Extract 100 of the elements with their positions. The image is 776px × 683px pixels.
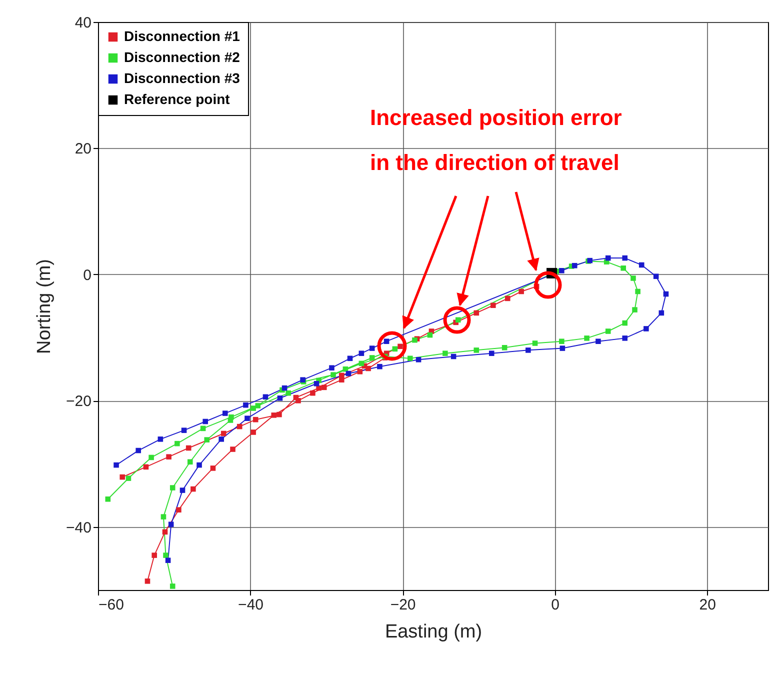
point [210,466,216,471]
point [632,307,638,312]
point [630,276,636,281]
point [181,428,187,433]
point [635,288,640,294]
point [126,476,132,481]
point [276,412,282,418]
point [163,552,168,558]
point [321,384,327,390]
point [158,436,164,442]
point [620,265,626,271]
point [196,462,202,468]
point [168,522,174,528]
point [144,578,150,584]
y-tick-label: −40 [66,519,92,536]
point [330,372,336,378]
point [202,418,208,424]
point [120,474,126,480]
x-tick-label: −60 [98,596,124,614]
point [277,395,283,401]
y-tick-label: 40 [74,14,92,32]
point [230,446,236,452]
point [622,255,628,261]
point [250,406,256,411]
point [644,326,649,332]
point [532,340,538,346]
point [170,485,176,490]
point [204,437,210,442]
point [255,403,261,408]
point [526,348,531,353]
point [638,262,644,268]
point [488,350,494,356]
point [560,346,566,351]
point [228,414,234,420]
point [170,584,176,589]
point [243,402,248,408]
legend-label: Disconnection #1 [124,28,240,44]
point [357,368,363,374]
point [236,424,242,430]
point [222,410,228,416]
point [160,514,166,520]
point [442,350,448,356]
x-tick-label: −20 [390,596,416,614]
y-tick-label: −20 [66,393,92,410]
point [518,288,524,294]
y-tick-label: 0 [83,266,92,284]
point [358,350,364,356]
point [398,344,403,350]
point [384,338,390,344]
annotation: Increased position error [370,105,622,130]
point [584,336,590,341]
point [271,412,277,418]
point [136,448,141,454]
point [174,440,180,446]
point [218,436,224,442]
point [176,507,182,512]
point [310,390,316,396]
point [148,454,154,460]
x-axis-title: Easting (m) [384,622,482,642]
point [605,255,611,261]
point [490,302,496,308]
point [455,317,461,323]
point [338,372,344,378]
point [377,364,382,370]
point [220,430,226,436]
point [559,338,564,344]
annotation: in the direction of travel [370,150,620,175]
point [369,346,375,351]
legend-label: Disconnection #3 [124,70,240,86]
point [416,357,422,362]
point [653,274,659,279]
point [342,366,348,372]
point [572,262,578,268]
x-tick-label: 0 [551,596,560,614]
y-tick-label: 20 [74,140,92,158]
point [474,348,480,353]
point [596,338,601,344]
point [622,320,628,326]
point [605,328,611,334]
y-axis-title: Norting (m) [34,258,56,354]
point [559,268,564,274]
point [152,552,157,558]
point [504,296,510,302]
point [369,355,375,360]
point [166,454,172,460]
point [502,345,508,350]
point [408,356,413,362]
x-tick-label: 20 [699,596,716,614]
legend-label: Reference point [124,91,230,107]
point [347,356,353,362]
point [180,488,186,493]
point [105,496,111,502]
point [187,459,193,465]
point [622,336,628,341]
x-tick-label: −40 [238,596,264,614]
point [114,462,119,468]
point [190,486,196,492]
point [286,390,291,396]
point [244,416,250,421]
point [314,380,320,386]
